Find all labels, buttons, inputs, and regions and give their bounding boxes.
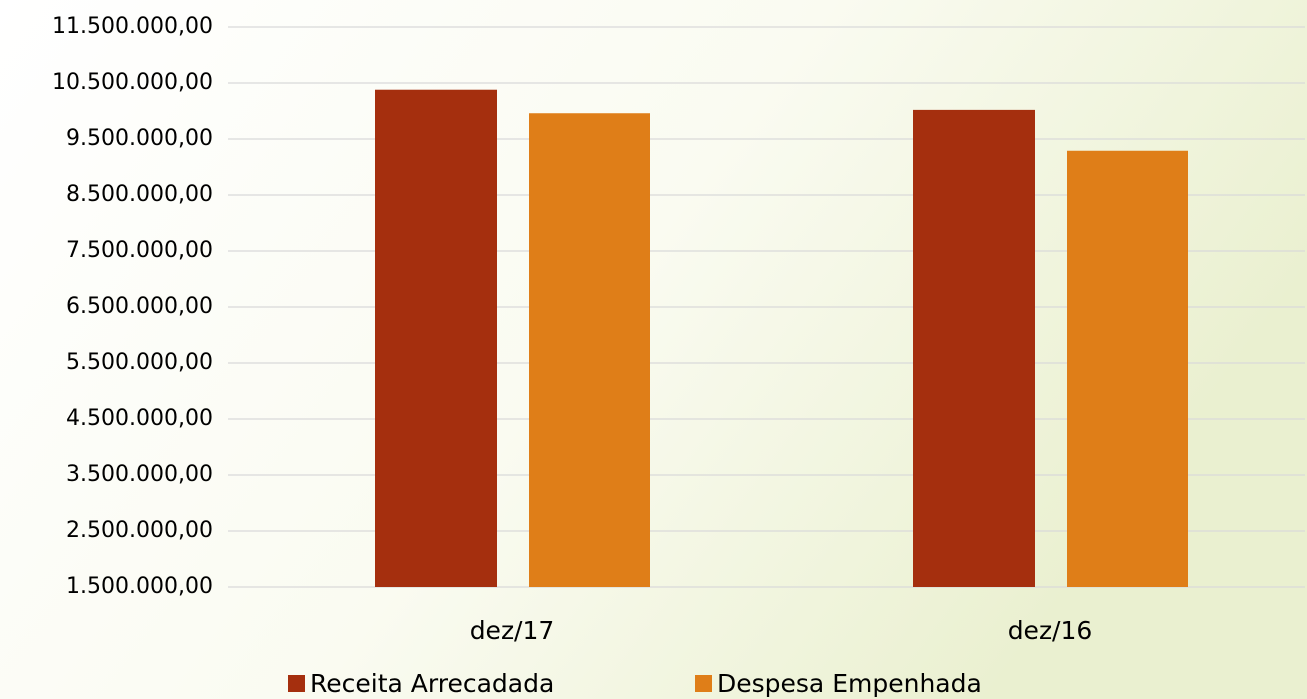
y-tick-label: 1.500.000,00 (66, 574, 213, 599)
x-tick-label: dez/17 (470, 616, 555, 645)
x-tick-label: dez/16 (1008, 616, 1093, 645)
bar (1067, 150, 1188, 587)
bar (913, 109, 1035, 587)
y-tick-label: 7.500.000,00 (66, 238, 213, 263)
y-tick-label: 3.500.000,00 (66, 462, 213, 487)
y-tick-label: 11.500.000,00 (52, 14, 213, 39)
bar (529, 113, 650, 588)
y-tick-label: 5.500.000,00 (66, 350, 213, 375)
legend-swatch (288, 675, 305, 692)
y-tick-label: 10.500.000,00 (52, 70, 213, 95)
y-tick-label: 6.500.000,00 (66, 294, 213, 319)
bar (375, 89, 497, 587)
legend-swatch (695, 675, 712, 692)
y-tick-label: 8.500.000,00 (66, 182, 213, 207)
legend-label: Receita Arrecadada (310, 669, 554, 698)
y-tick-label: 9.500.000,00 (66, 126, 213, 151)
y-tick-label: 2.500.000,00 (66, 518, 213, 543)
legend-label: Despesa Empenhada (717, 669, 982, 698)
y-tick-label: 4.500.000,00 (66, 406, 213, 431)
